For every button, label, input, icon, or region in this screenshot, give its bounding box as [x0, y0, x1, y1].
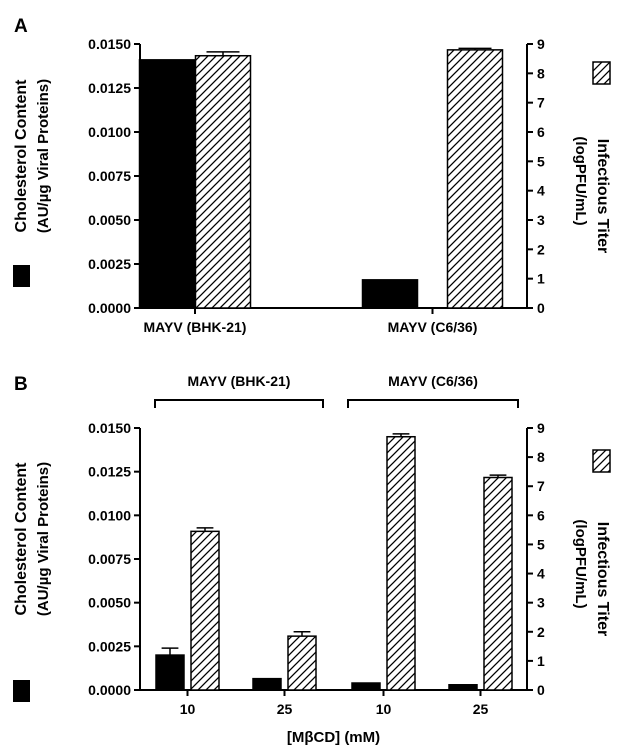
category-label: 25	[277, 701, 293, 717]
left-tick-label: 0.0150	[88, 36, 131, 52]
right-axis-subtitle: (logPFU/mL)	[572, 136, 589, 225]
left-tick-label: 0.0125	[88, 464, 131, 480]
bar	[351, 682, 381, 691]
legend-swatch-solid	[13, 680, 30, 702]
left-tick-label: 0.0025	[88, 638, 131, 654]
panel-a: A 0.0000 0.0025 0.0050 0.0075 0.0100 0.0125 0.0…	[13, 16, 611, 335]
group-bracket	[347, 399, 519, 408]
group-label: MAYV (C6/36)	[388, 373, 478, 389]
bar	[138, 59, 196, 309]
left-axis-subtitle: (AU/µg Viral Proteins)	[35, 462, 52, 616]
bar	[483, 476, 513, 691]
category-label: MAYV (C6/36)	[388, 319, 478, 335]
legend-swatch-hatched	[592, 61, 611, 85]
right-tick-label: 0	[537, 300, 545, 316]
bar	[155, 654, 185, 691]
left-tick-label: 0.0150	[88, 420, 131, 436]
left-tick-label: 0.0050	[88, 595, 131, 611]
left-tick-label: 0.0075	[88, 168, 131, 184]
bar	[386, 435, 416, 691]
panel-b: B 0.0000 0.0025 0.0050 0.0075 0.0100 0.0125 0.0…	[13, 373, 611, 746]
left-tick-label: 0.0025	[88, 256, 131, 272]
right-tick-label: 3	[537, 212, 545, 228]
right-tick-label: 2	[537, 241, 545, 257]
left-axis-title: Cholesterol Content	[13, 462, 30, 616]
left-tick-label: 0.0100	[88, 507, 131, 523]
right-tick-label: 6	[537, 507, 545, 523]
group-label: MAYV (BHK-21)	[188, 373, 291, 389]
right-tick-label: 3	[537, 595, 545, 611]
group-bracket	[154, 399, 324, 408]
category-label: 10	[180, 701, 196, 717]
category-label: MAYV (BHK-21)	[144, 319, 247, 335]
bar	[190, 530, 220, 691]
legend-swatch-solid	[13, 265, 30, 287]
right-tick-label: 0	[537, 682, 545, 698]
right-tick-label: 5	[537, 153, 545, 169]
category-label: 10	[376, 701, 392, 717]
right-tick-label: 9	[537, 420, 545, 436]
left-tick-label: 0.0000	[88, 300, 131, 316]
right-tick-label: 2	[537, 624, 545, 640]
panel-label: B	[14, 374, 28, 395]
category-label: 25	[473, 701, 489, 717]
left-tick-label: 0.0075	[88, 551, 131, 567]
right-tick-label: 5	[537, 536, 545, 552]
left-tick-label: 0.0125	[88, 80, 131, 96]
right-tick-label: 4	[537, 566, 545, 582]
bar	[448, 684, 478, 691]
left-tick-label: 0.0100	[88, 124, 131, 140]
left-axis-title: Cholesterol Content	[13, 79, 30, 233]
right-tick-label: 1	[537, 271, 545, 287]
bar	[252, 677, 282, 691]
bar	[287, 635, 317, 691]
right-tick-label: 7	[537, 95, 545, 111]
bar	[361, 279, 419, 309]
right-tick-label: 9	[537, 36, 545, 52]
right-axis-title: Infectious Titer	[594, 522, 611, 636]
right-tick-label: 7	[537, 478, 545, 494]
x-axis-title: [MβCD] (mM)	[287, 729, 380, 746]
left-axis-subtitle: (AU/µg Viral Proteins)	[35, 79, 52, 233]
legend-swatch-hatched	[592, 449, 611, 473]
left-tick-label: 0.0050	[88, 212, 131, 228]
right-tick-label: 4	[537, 183, 545, 199]
right-axis-title: Infectious Titer	[594, 139, 611, 253]
right-tick-label: 8	[537, 65, 545, 81]
right-axis-subtitle: (logPFU/mL)	[572, 519, 589, 608]
left-tick-label: 0.0000	[88, 682, 131, 698]
panel-label: A	[14, 16, 28, 37]
bar	[194, 54, 252, 309]
right-tick-label: 8	[537, 449, 545, 465]
right-tick-label: 1	[537, 653, 545, 669]
bar	[446, 49, 504, 309]
right-tick-label: 6	[537, 124, 545, 140]
